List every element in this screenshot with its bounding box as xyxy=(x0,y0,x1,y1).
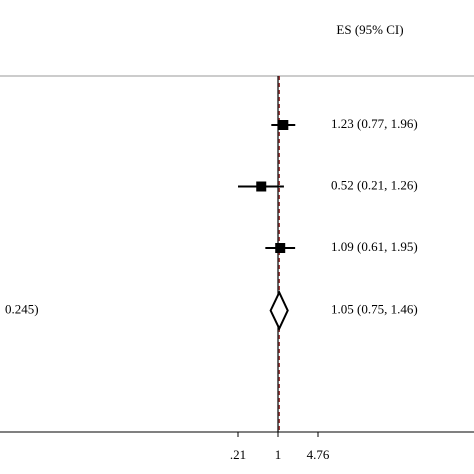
x-tick-label: .21 xyxy=(230,447,246,462)
point-estimate xyxy=(275,243,286,253)
estimate-label: 0.52 (0.21, 1.26) xyxy=(331,177,418,192)
point-estimate xyxy=(278,120,289,130)
heterogeneity-text: 0.245) xyxy=(5,301,39,316)
pooled-label: 1.05 (0.75, 1.46) xyxy=(331,301,418,316)
column-header: ES (95% CI) xyxy=(336,22,403,37)
pooled-diamond xyxy=(269,290,289,331)
point-estimate xyxy=(256,181,267,192)
estimate-label: 1.23 (0.77, 1.96) xyxy=(331,116,418,131)
x-tick-label: 4.76 xyxy=(307,447,330,462)
estimate-label: 1.09 (0.61, 1.95) xyxy=(331,239,418,254)
x-tick-label: 1 xyxy=(275,447,282,462)
